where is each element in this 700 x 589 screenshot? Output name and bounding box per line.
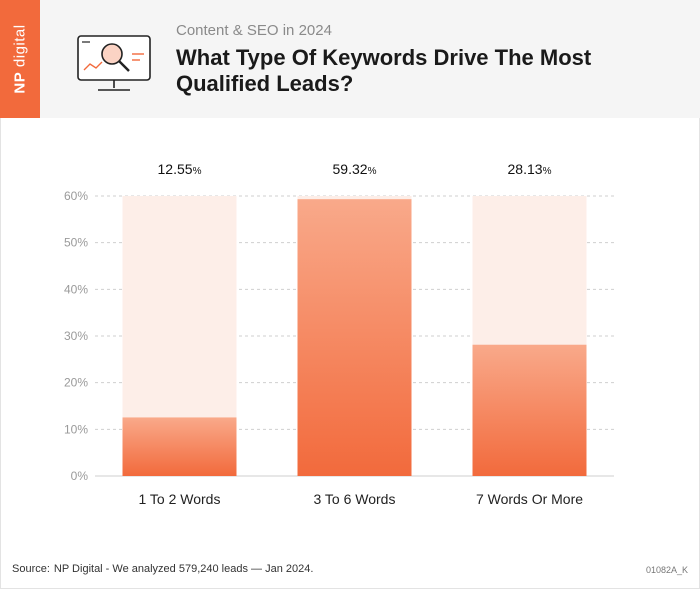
x-tick-label: 3 To 6 Words <box>314 491 396 507</box>
figure-code: 01082A_K <box>645 565 688 575</box>
y-tick-label: 0% <box>71 469 89 483</box>
y-tick-label: 50% <box>64 236 88 250</box>
x-tick-label: 1 To 2 Words <box>139 491 221 507</box>
y-tick-label: 30% <box>64 329 88 343</box>
bars <box>122 199 587 476</box>
magnifier-monitor-icon <box>77 35 151 91</box>
bar <box>472 344 587 476</box>
page-title: What Type Of Keywords Drive The Most Qua… <box>176 45 592 96</box>
y-tick-label: 20% <box>64 376 88 390</box>
labels: 0% 10% 20% 30% 40% 50% 60% 12.55% 1 To 2 Words 59… <box>64 161 583 507</box>
page-subtitle: Content & SEO in 2024 <box>176 22 332 39</box>
source-text: NP Digital - We analyzed 579,240 leads —… <box>53 563 314 575</box>
brand-logo: NP digital <box>0 0 40 118</box>
data-label: 59.32% <box>333 161 377 177</box>
brand-digital: digital <box>11 24 29 68</box>
y-tick-label: 40% <box>64 282 88 296</box>
y-tick-label: 60% <box>64 189 88 203</box>
bar-chart: 0% 10% 20% 30% 40% 50% 60% 12.55% 1 To 2 Words 59… <box>64 161 614 507</box>
data-label: 28.13% <box>508 161 552 177</box>
source-label: Source: <box>12 563 50 575</box>
header: NP digital Content & SEO in 2024 What Ty… <box>0 0 700 118</box>
data-label: 12.55% <box>158 161 202 177</box>
brand-np: NP <box>11 71 29 94</box>
source-note: Source: NP Digital - We analyzed 579,240 … <box>12 563 313 575</box>
x-tick-label: 7 Words Or More <box>476 491 583 507</box>
bar <box>297 199 412 476</box>
y-tick-label: 10% <box>64 422 88 436</box>
brand-wordmark: NP digital <box>12 24 29 93</box>
bar <box>122 417 237 476</box>
